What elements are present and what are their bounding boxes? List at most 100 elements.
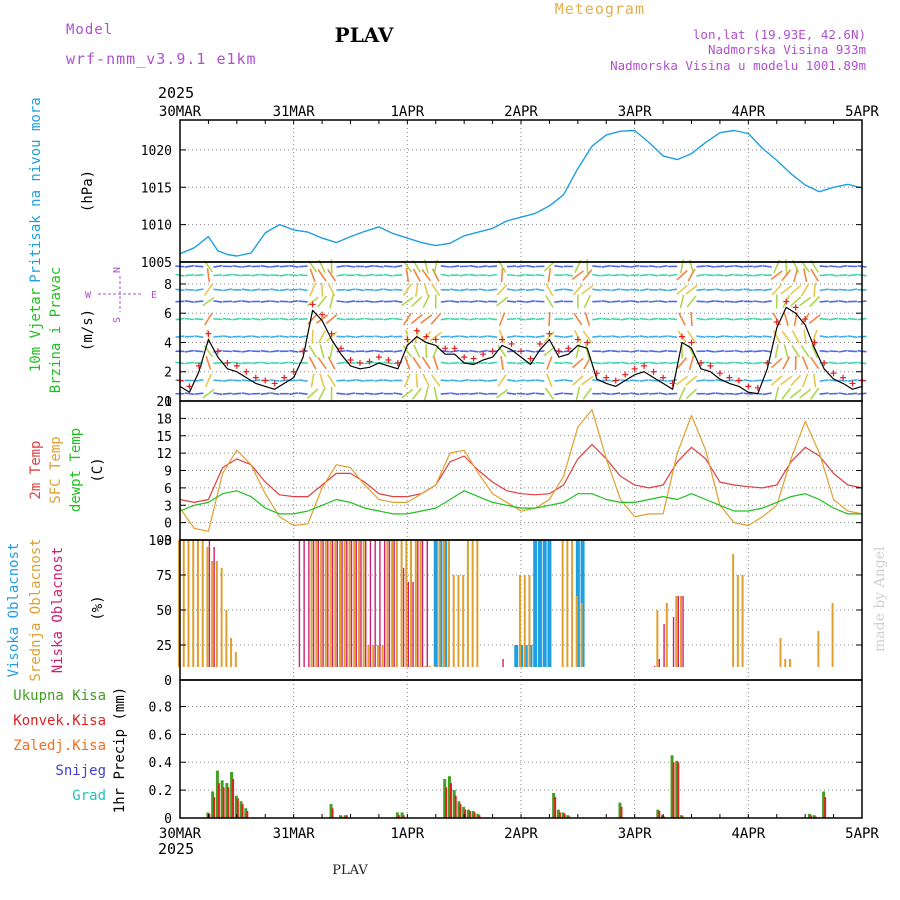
- wind-arrow: [260, 317, 270, 321]
- x-tick-label-bottom: 31MAR: [273, 826, 316, 842]
- wind-arrow: [563, 288, 573, 292]
- wind-arrow: [783, 344, 789, 359]
- wind-arrow: [194, 300, 204, 303]
- precip-conv-bar: [620, 806, 623, 818]
- wind-gust-marker: [271, 380, 278, 387]
- compass-west-label: W: [85, 290, 92, 301]
- wind-arrow: [563, 361, 573, 365]
- wind-arrow: [582, 330, 593, 343]
- wind-arrow: [345, 335, 356, 338]
- wind-arrow: [413, 344, 421, 358]
- temp-legend-2: dewpt Temp: [68, 428, 84, 512]
- wind-arrow: [809, 295, 821, 308]
- wind-arrow: [279, 317, 289, 321]
- wind-arrow: [327, 374, 336, 387]
- wind-arrow: [639, 317, 649, 321]
- compass-north-label: N: [112, 267, 123, 273]
- wind-arrow: [563, 335, 573, 339]
- wind-arrow: [500, 355, 504, 371]
- wind-arrow: [525, 349, 536, 353]
- wind-arrow: [678, 312, 686, 326]
- wind-arrow: [345, 379, 356, 382]
- wind-arrow: [581, 284, 594, 295]
- wind-arrow: [232, 317, 242, 321]
- wind-arrow: [715, 288, 725, 292]
- wind-arrow: [260, 264, 270, 268]
- precip-legend-4: Grad: [72, 788, 106, 804]
- wind-arrow: [421, 269, 432, 282]
- wind-arrow: [838, 361, 848, 365]
- temperature-y-tick-label: 15: [156, 430, 172, 445]
- temperature-y-tick-label: 9: [164, 465, 172, 480]
- wind-arrow: [639, 392, 649, 395]
- wind-arrow: [336, 317, 346, 321]
- wind-arrow: [676, 357, 688, 369]
- precip-total-bar: [566, 815, 570, 818]
- wind-arrow: [487, 361, 498, 365]
- wind-arrow: [620, 265, 630, 268]
- wind-arrow: [592, 288, 602, 292]
- footer-station: PLAV: [332, 863, 368, 878]
- wind-arrow: [241, 379, 251, 382]
- wind-arrow: [715, 350, 725, 353]
- wind-arrow: [204, 373, 213, 388]
- wind-gust-marker: [290, 368, 297, 375]
- wind-arrow: [298, 288, 308, 292]
- wind-gust-marker: [669, 380, 676, 387]
- wind-arrow: [573, 312, 583, 326]
- precip-y-tick-label: 0.4: [149, 756, 173, 771]
- wind-gust-marker: [840, 374, 847, 381]
- wind-arrow: [329, 294, 334, 309]
- wind-arrow: [478, 392, 488, 396]
- temp-line-1: [179, 409, 863, 532]
- wind-arrow: [498, 312, 506, 326]
- x-tick-label-top: 2APR: [504, 104, 538, 120]
- wind-arrow: [364, 349, 374, 353]
- wind-arrow: [554, 361, 564, 364]
- wind-arrow: [572, 375, 584, 386]
- wind-gust-marker: [518, 348, 524, 355]
- wind-arrow: [630, 392, 640, 396]
- wind-arrow: [791, 344, 801, 358]
- wind-arrow: [762, 349, 772, 353]
- precip-conv-bar: [672, 762, 675, 818]
- precip-total-bar: [561, 812, 565, 818]
- clouds-y-tick-label: 0: [164, 674, 172, 689]
- wind-arrow: [469, 317, 479, 321]
- wind-arrow: [770, 270, 783, 281]
- wind-arrow: [213, 264, 223, 268]
- wind-arrow: [715, 274, 725, 277]
- station-title: PLAV: [335, 23, 394, 47]
- x-tick-label-top: 5APR: [845, 104, 879, 120]
- wind-gust-marker: [830, 370, 837, 377]
- wind-arrow: [488, 265, 498, 268]
- wind-speed-line: [179, 306, 863, 395]
- wind-arrow: [213, 335, 223, 338]
- wind-arrow: [184, 264, 195, 268]
- wind-arrow: [715, 392, 725, 395]
- wind-arrow: [762, 265, 772, 268]
- wind-arrow: [213, 318, 223, 321]
- wind-arrow: [525, 379, 536, 382]
- precip-conv-bar: [236, 798, 239, 818]
- wind-arrow: [563, 317, 573, 321]
- wind-arrow: [459, 288, 469, 292]
- wind-arrow: [459, 317, 469, 321]
- wind-arrow: [676, 269, 688, 281]
- wind-arrow: [194, 379, 204, 382]
- wind-arrow: [819, 335, 829, 339]
- precip-conv-bar: [558, 812, 561, 818]
- wind-arrow: [753, 317, 763, 321]
- precip-conv-bar: [468, 811, 471, 818]
- wind-arrow: [289, 317, 299, 321]
- wind-arrow: [838, 274, 848, 277]
- wind-arrow: [554, 392, 564, 396]
- x-tick-label-top: 1APR: [390, 104, 424, 120]
- wind-arrow: [847, 288, 858, 292]
- wind-arrow: [469, 349, 479, 353]
- x-tick-label-bottom: 30MAR: [159, 826, 202, 842]
- wind-arrow: [658, 361, 668, 364]
- wind-arrow: [318, 330, 327, 344]
- wind-arrow: [232, 273, 242, 277]
- wind-arrow: [308, 344, 318, 358]
